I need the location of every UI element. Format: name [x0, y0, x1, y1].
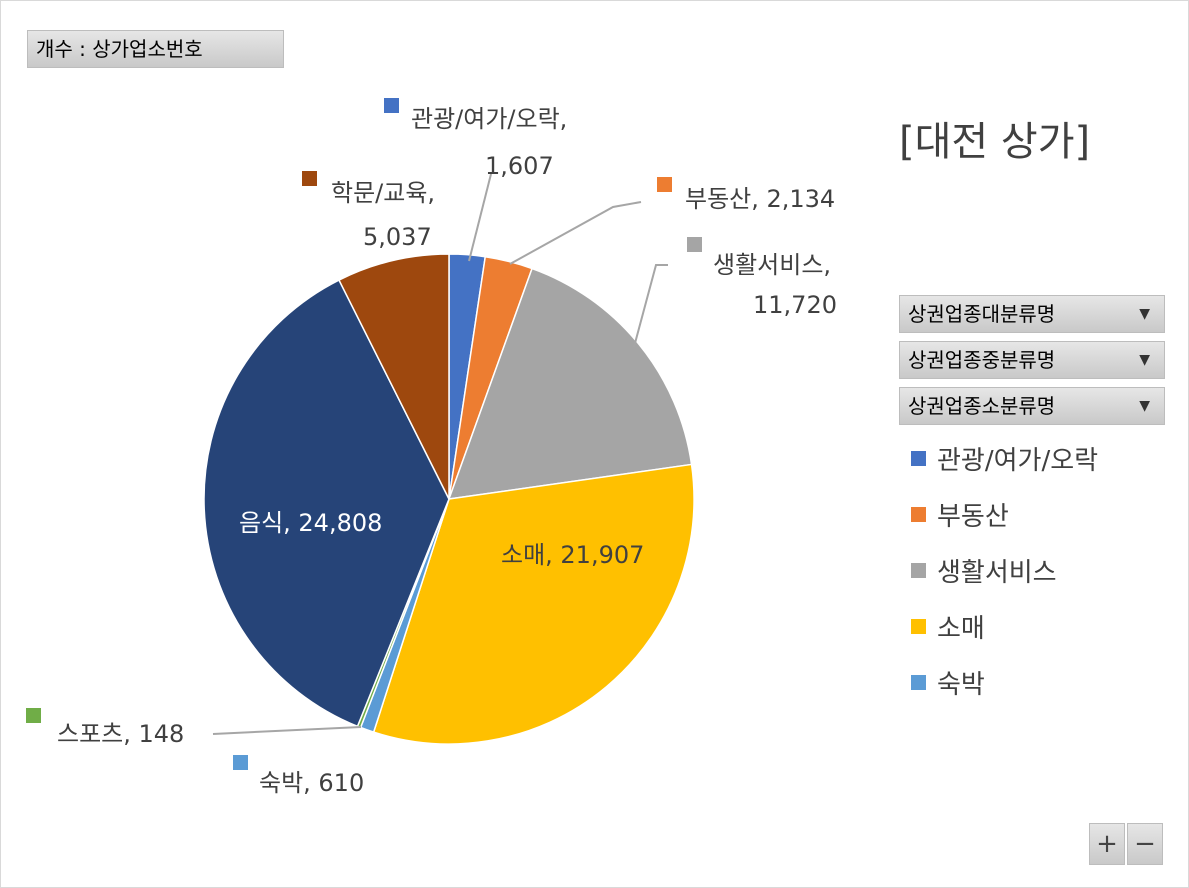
legend-entry-1[interactable]: 부동산: [937, 502, 1009, 532]
data-label-7: 학문/교육,: [331, 179, 435, 207]
legend-entry-2[interactable]: 생활서비스: [937, 558, 1057, 588]
data-label-2-value: 11,720: [753, 291, 837, 319]
pie-slice-1[interactable]: [448, 255, 534, 500]
chart-title: [대전 상가]: [899, 119, 1091, 165]
pie-slice-6[interactable]: [203, 279, 450, 728]
data-label-3: 소매, 21,907: [501, 541, 644, 569]
dropdown-arrow-icon: ▼: [1139, 352, 1150, 368]
data-label-key-4: [233, 755, 248, 770]
row-field-label: 상권업종대분류명: [908, 302, 1056, 326]
legend-entry-0[interactable]: 관광/여가/오락: [937, 446, 1098, 476]
pie-slice-3[interactable]: [372, 463, 695, 745]
data-label-key-0: [384, 98, 399, 113]
dropdown-arrow-icon: ▼: [1139, 306, 1150, 322]
pie-slice-2[interactable]: [447, 267, 693, 500]
data-label-key-7: [302, 171, 317, 186]
data-label-0-value: 1,607: [485, 152, 554, 180]
legend-key-4: [911, 675, 926, 690]
leader-line-2: [633, 264, 668, 348]
pie-slice-0[interactable]: [448, 253, 487, 500]
data-label-key-5: [26, 708, 41, 723]
row-field-label: 상권업종중분류명: [908, 348, 1056, 372]
legend-key-1: [911, 507, 926, 522]
leader-line-5: [212, 726, 362, 735]
data-label-1: 부동산, 2,134: [685, 185, 835, 213]
legend-key-0: [911, 451, 926, 466]
legend-entry-3[interactable]: 소매: [937, 614, 985, 644]
data-label-0: 관광/여가/오락,: [411, 105, 567, 133]
data-label-key-1: [657, 177, 672, 192]
row-field-label: 상권업종소분류명: [908, 394, 1056, 418]
pie-slice-5[interactable]: [356, 498, 450, 729]
legend-key-2: [911, 563, 926, 578]
leader-line-0: [468, 173, 492, 262]
data-label-7-value: 5,037: [363, 223, 432, 251]
row-field-button-minor[interactable]: 상권업종소분류명 ▼: [899, 387, 1165, 425]
data-label-5: 스포츠, 148: [57, 720, 184, 748]
pie-slice-4[interactable]: [359, 498, 450, 734]
pie-slice-7[interactable]: [337, 253, 450, 500]
data-label-4: 숙박, 610: [259, 769, 364, 797]
legend-entry-4[interactable]: 숙박: [937, 670, 985, 700]
dropdown-arrow-icon: ▼: [1139, 398, 1150, 414]
data-label-6: 음식, 24,808: [239, 509, 382, 537]
zoom-out-button[interactable]: −: [1127, 823, 1163, 865]
legend-key-3: [911, 619, 926, 634]
data-label-2: 생활서비스,: [713, 251, 831, 279]
row-field-button-middle[interactable]: 상권업종중분류명 ▼: [899, 341, 1165, 379]
row-field-button-major[interactable]: 상권업종대분류명 ▼: [899, 295, 1165, 333]
leader-line-1: [509, 201, 642, 265]
value-field-button[interactable]: 개수 : 상가업소번호: [27, 30, 284, 68]
zoom-in-button[interactable]: +: [1089, 823, 1125, 865]
data-label-key-2: [687, 237, 702, 252]
